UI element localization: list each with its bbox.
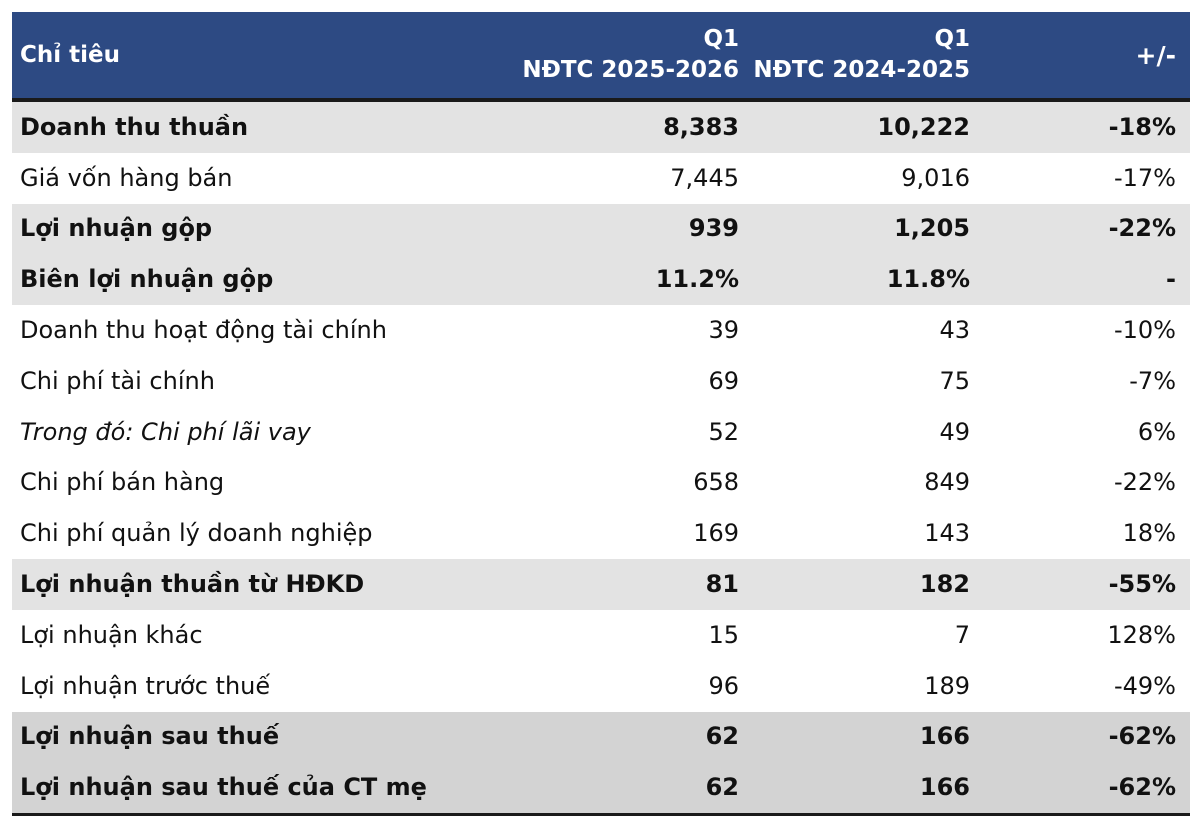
table-row: Lợi nhuận khác 15 7 128% — [12, 610, 1190, 661]
row-value-previous: 849 — [924, 468, 970, 497]
row-label: Chi phí bán hàng — [20, 468, 225, 497]
row-value-previous: 143 — [924, 519, 970, 548]
header-label: Chỉ tiêu — [20, 42, 120, 68]
row-label: Doanh thu thuần — [20, 112, 249, 141]
row-value-previous: 75 — [939, 366, 970, 395]
row-value-current: 8,383 — [663, 112, 739, 141]
row-value-current: 11.2% — [655, 265, 739, 294]
table-row: Lợi nhuận trước thuế 96 189 -49% — [12, 661, 1190, 712]
row-value-change: -18% — [1108, 112, 1176, 141]
header-col-current: Q1 NĐTC 2025-2026 — [482, 24, 739, 86]
row-label: Chi phí tài chính — [20, 366, 215, 395]
row-value-change: -62% — [1108, 722, 1176, 751]
row-value-change: 18% — [1122, 519, 1176, 548]
row-label: Chi phí quản lý doanh nghiệp — [20, 519, 373, 548]
table-row: Chi phí quản lý doanh nghiệp 169 143 18% — [12, 508, 1190, 559]
table-row: Lợi nhuận sau thuế của CT mẹ 62 166 -62% — [12, 762, 1190, 814]
row-value-previous: 10,222 — [877, 112, 970, 141]
header-col-previous: Q1 NĐTC 2024-2025 — [739, 24, 970, 86]
row-value-previous: 49 — [939, 417, 970, 446]
row-value-current: 62 — [705, 773, 739, 802]
table-row: Trong đó: Chi phí lãi vay 52 49 6% — [12, 407, 1190, 458]
row-label: Lợi nhuận gộp — [20, 214, 213, 243]
row-value-current: 39 — [708, 316, 739, 345]
row-value-change: -55% — [1108, 570, 1176, 599]
table-row: Lợi nhuận gộp 939 1,205 -22% — [12, 203, 1190, 255]
row-value-change: -49% — [1113, 671, 1176, 700]
table-row: Doanh thu hoạt động tài chính 39 43 -10% — [12, 305, 1190, 356]
row-value-change: -10% — [1113, 316, 1176, 345]
header-col-previous-quarter: Q1 — [934, 26, 970, 52]
row-value-current: 169 — [693, 519, 739, 548]
header-col-previous-year: NĐTC 2024-2025 — [753, 57, 970, 83]
row-value-previous: 43 — [939, 316, 970, 345]
table-row: Chi phí bán hàng 658 849 -22% — [12, 458, 1190, 509]
row-value-previous: 166 — [919, 722, 970, 751]
row-value-previous: 9,016 — [901, 163, 970, 192]
row-value-change: -7% — [1129, 366, 1176, 395]
table-header: Chỉ tiêu Q1 NĐTC 2025-2026 Q1 NĐTC 2024-… — [12, 12, 1190, 102]
row-value-previous: 189 — [924, 671, 970, 700]
row-value-current: 62 — [705, 722, 739, 751]
table-row: Lợi nhuận thuần từ HĐKD 81 182 -55% — [12, 559, 1190, 610]
row-value-current: 7,445 — [670, 163, 739, 192]
row-label: Lợi nhuận sau thuế của CT mẹ — [20, 773, 427, 802]
row-value-current: 96 — [708, 671, 739, 700]
financial-table: Chỉ tiêu Q1 NĐTC 2025-2026 Q1 NĐTC 2024-… — [12, 12, 1190, 816]
row-label: Doanh thu hoạt động tài chính — [20, 316, 387, 345]
row-label: Trong đó: Chi phí lãi vay — [20, 417, 311, 446]
row-label: Lợi nhuận sau thuế — [20, 722, 280, 751]
table-row: Doanh thu thuần 8,383 10,222 -18% — [12, 102, 1190, 153]
table-row: Biên lợi nhuận gộp 11.2% 11.8% - — [12, 254, 1190, 306]
row-value-change: -17% — [1113, 163, 1176, 192]
row-value-previous: 182 — [919, 570, 970, 599]
row-value-current: 15 — [708, 620, 739, 649]
row-label: Lợi nhuận thuần từ HĐKD — [20, 570, 365, 599]
row-value-change: -62% — [1108, 773, 1176, 802]
row-value-previous: 166 — [919, 773, 970, 802]
row-value-current: 81 — [705, 570, 739, 599]
row-value-change: 6% — [1137, 417, 1176, 446]
row-value-previous: 7 — [954, 620, 970, 649]
table-row: Chi phí tài chính 69 75 -7% — [12, 356, 1190, 407]
row-value-current: 658 — [693, 468, 739, 497]
header-col-change: +/- — [1135, 40, 1176, 70]
header-col-current-year: NĐTC 2025-2026 — [522, 57, 739, 83]
row-value-change: -22% — [1108, 214, 1176, 243]
row-value-change: 128% — [1107, 620, 1176, 649]
row-value-current: 939 — [688, 214, 739, 243]
row-value-previous: 1,205 — [894, 214, 970, 243]
row-value-previous: 11.8% — [886, 265, 970, 294]
row-label: Lợi nhuận khác — [20, 620, 203, 649]
row-value-current: 52 — [708, 417, 739, 446]
row-label: Giá vốn hàng bán — [20, 163, 233, 192]
row-value-change: -22% — [1113, 468, 1176, 497]
row-value-current: 69 — [708, 366, 739, 395]
header-col-current-quarter: Q1 — [703, 26, 739, 52]
row-value-change: - — [1166, 265, 1176, 294]
row-label: Biên lợi nhuận gộp — [20, 265, 274, 294]
table-row: Lợi nhuận sau thuế 62 166 -62% — [12, 711, 1190, 763]
table-row: Giá vốn hàng bán 7,445 9,016 -17% — [12, 153, 1190, 204]
row-label: Lợi nhuận trước thuế — [20, 671, 271, 700]
